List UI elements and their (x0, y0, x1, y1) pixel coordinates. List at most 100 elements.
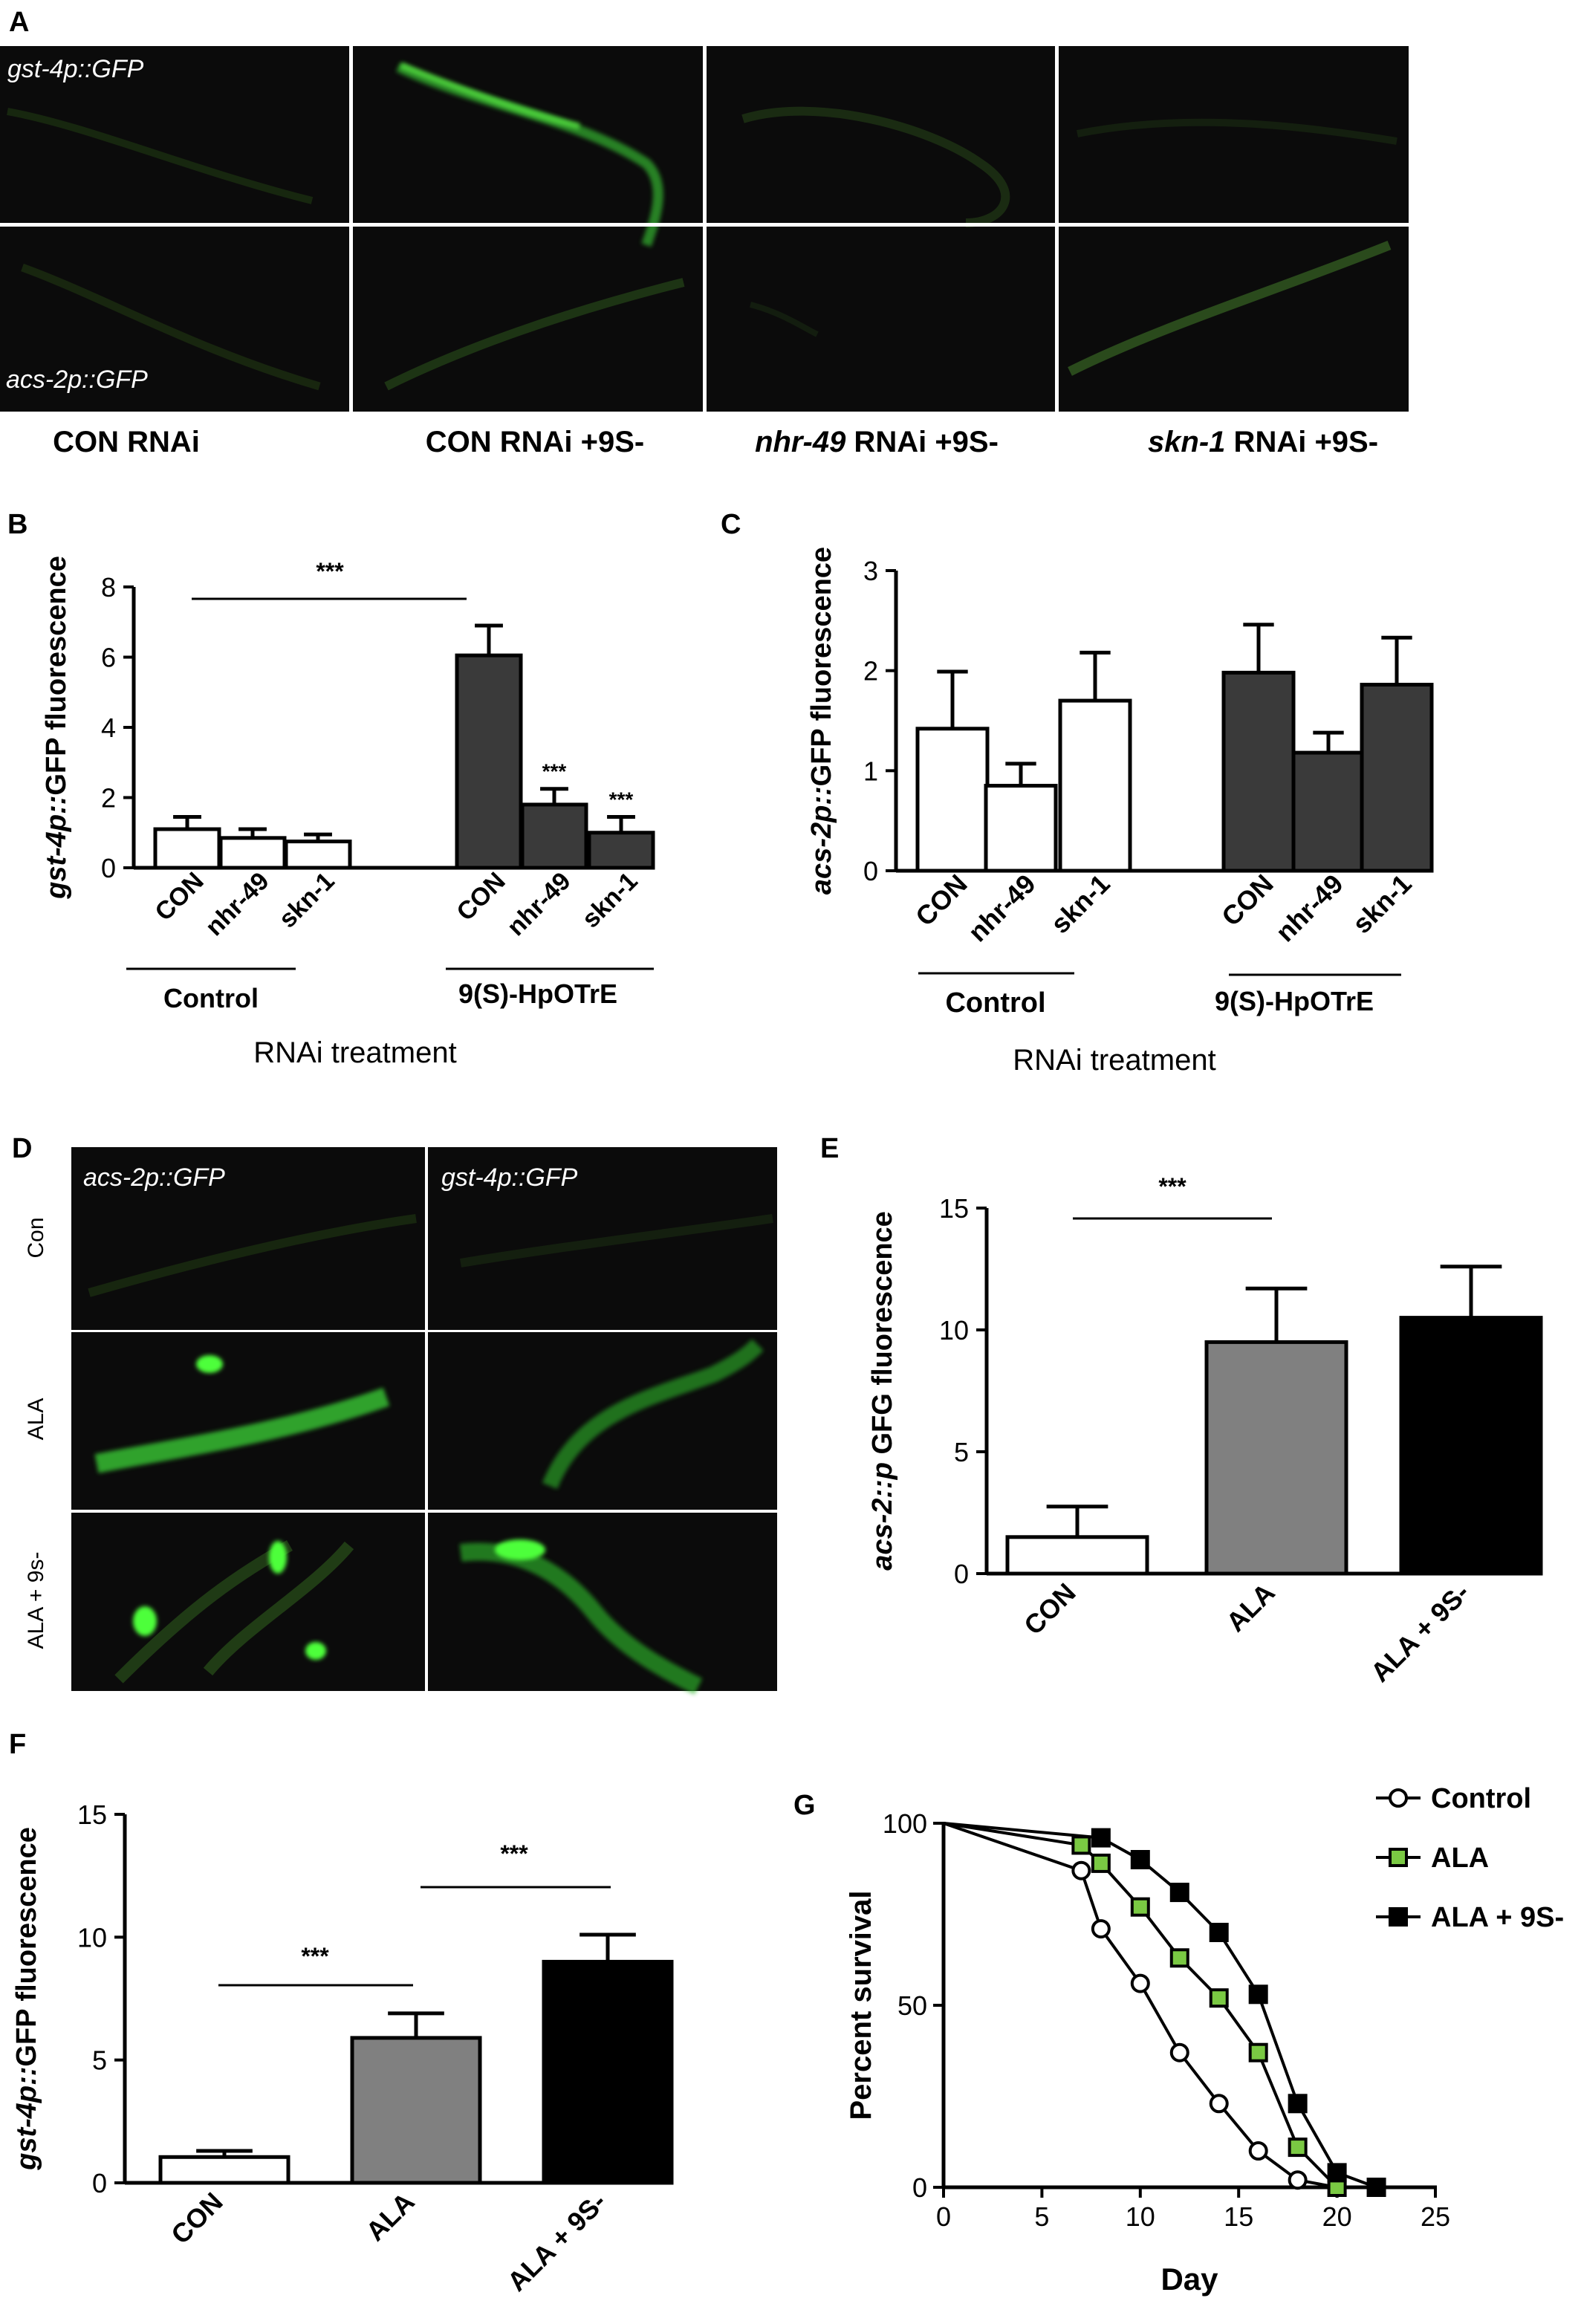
worm-d-con-right (460, 1214, 773, 1268)
x-tick-label: 0 (936, 2201, 951, 2232)
x-tick-label: skn-1 (1346, 869, 1417, 939)
panel-letter-g: G (793, 1790, 816, 1821)
x-tick-label: 25 (1421, 2201, 1450, 2232)
bar (218, 836, 287, 870)
data-point (1327, 2163, 1347, 2183)
y-tick-label: 8 (101, 572, 116, 603)
y-tick-label: 1 (863, 756, 878, 786)
panel-d-micrographs: acs-2p::GFP gst-4p::GFP (71, 1147, 777, 1695)
col-label-skn1-rnai-9s: skn-1 RNAi +9S- (1148, 426, 1378, 458)
data-point (1248, 2042, 1268, 2062)
x-axis-label: RNAi treatment (1013, 1044, 1215, 1077)
x-tick-label: CON (1215, 869, 1279, 932)
group-label: Control (163, 983, 259, 1013)
x-tick-label: nhr-49 (1270, 869, 1349, 948)
gfp-spot (133, 1606, 157, 1636)
bar (153, 827, 221, 870)
y-tick-label: 15 (939, 1193, 969, 1224)
panel-d-row-labels: Con ALA ALA + 9s- (24, 1217, 48, 1649)
worm-a-r2c4 (1068, 240, 1392, 376)
x-tick-label: 5 (1034, 2201, 1049, 2232)
col-label-nhr49-rnai-9s: nhr-49 RNAi +9S- (755, 426, 999, 458)
data-point (1288, 2094, 1308, 2114)
worm-a-r1c3 (741, 106, 1010, 227)
divider (0, 223, 1409, 227)
group-label: 9(S)-HpOTrE (458, 978, 617, 1009)
worm-a-r2c3 (750, 302, 819, 337)
legend-label: ALA (1431, 1843, 1489, 1874)
significance-stars: *** (609, 788, 634, 811)
x-tick-label: nhr-49 (501, 867, 576, 941)
col-label-con-rnai-9s: CON RNAi +9S- (426, 426, 645, 458)
significance-stars: *** (301, 1943, 329, 1970)
group-label: Control (945, 987, 1045, 1019)
y-tick-label: 15 (77, 1799, 107, 1830)
worm-d-con-left (88, 1214, 417, 1297)
divider (1055, 46, 1059, 412)
x-tick-label: CON (149, 867, 209, 926)
significance-stars: *** (316, 558, 344, 585)
divider (425, 1147, 428, 1691)
data-point (1288, 2170, 1308, 2190)
y-tick-label: 0 (92, 2168, 107, 2198)
y-tick-label: 10 (77, 1922, 107, 1953)
divider (71, 1330, 777, 1332)
panel-letter-a: A (9, 7, 29, 38)
legend-label: Control (1431, 1783, 1531, 1814)
significance-stars: *** (542, 760, 567, 783)
bar (542, 1959, 674, 2185)
gfp-spot (196, 1355, 223, 1373)
data-point (1130, 1897, 1150, 1917)
data-point (1169, 2042, 1189, 2062)
panel-a-column-labels: CON RNAi CON RNAi +9S- nhr-49 RNAi +9S- … (53, 426, 1378, 458)
panel-letter-e: E (820, 1133, 839, 1164)
x-axis-label: RNAi treatment (253, 1036, 456, 1069)
x-tick-label: nhr-49 (200, 867, 274, 941)
y-tick-label: 0 (912, 2172, 927, 2203)
bar (350, 2036, 482, 2185)
significance-stars: *** (1158, 1173, 1186, 1200)
data-point (1071, 1860, 1091, 1880)
row-label-ala: ALA (24, 1398, 48, 1441)
gfp-spot (269, 1541, 287, 1574)
panel-letter-c: C (721, 509, 741, 540)
panel-d-col-left: acs-2p::GFP (83, 1163, 225, 1192)
data-point (1130, 1850, 1150, 1869)
x-tick-label: CON (1018, 1577, 1082, 1641)
x-tick-label: 15 (1224, 2201, 1253, 2232)
y-tick-label: 3 (863, 556, 878, 586)
x-tick-label: ALA (360, 2187, 420, 2247)
y-tick-label: 100 (883, 1808, 927, 1839)
x-tick-label: 10 (1126, 2201, 1155, 2232)
bar (1399, 1316, 1543, 1576)
worm-d-ala-left (94, 1387, 390, 1473)
y-tick-label: 0 (954, 1559, 969, 1589)
panel-letter-f: F (9, 1729, 26, 1760)
worm-d-ala-right (542, 1339, 764, 1490)
x-tick-label: ALA (1220, 1577, 1280, 1637)
x-tick-label: ALA + 9S- (501, 2187, 612, 2297)
data-point (1248, 1984, 1268, 2005)
data-point (1169, 1948, 1189, 1968)
legend-marker (1389, 1907, 1408, 1927)
series-line (943, 1822, 1337, 2189)
bar (984, 784, 1058, 873)
worm-a-r1c1 (7, 108, 314, 204)
data-point (1209, 2094, 1229, 2114)
y-tick-label: 5 (954, 1437, 969, 1467)
bar (915, 727, 990, 873)
series-line (943, 1822, 1339, 2189)
gfp-spot (495, 1539, 545, 1560)
y-tick-label: 6 (101, 643, 116, 673)
x-tick-label: skn-1 (273, 867, 340, 934)
data-point (1091, 1919, 1111, 1939)
x-tick-label: skn-1 (1045, 869, 1115, 939)
row-label-con: Con (24, 1217, 48, 1258)
row-label-ala-9s: ALA + 9s- (24, 1552, 48, 1649)
y-tick-label: 50 (897, 1990, 927, 2021)
worm-a-r1c2-bright (400, 62, 581, 130)
y-tick-label: 2 (101, 783, 116, 814)
